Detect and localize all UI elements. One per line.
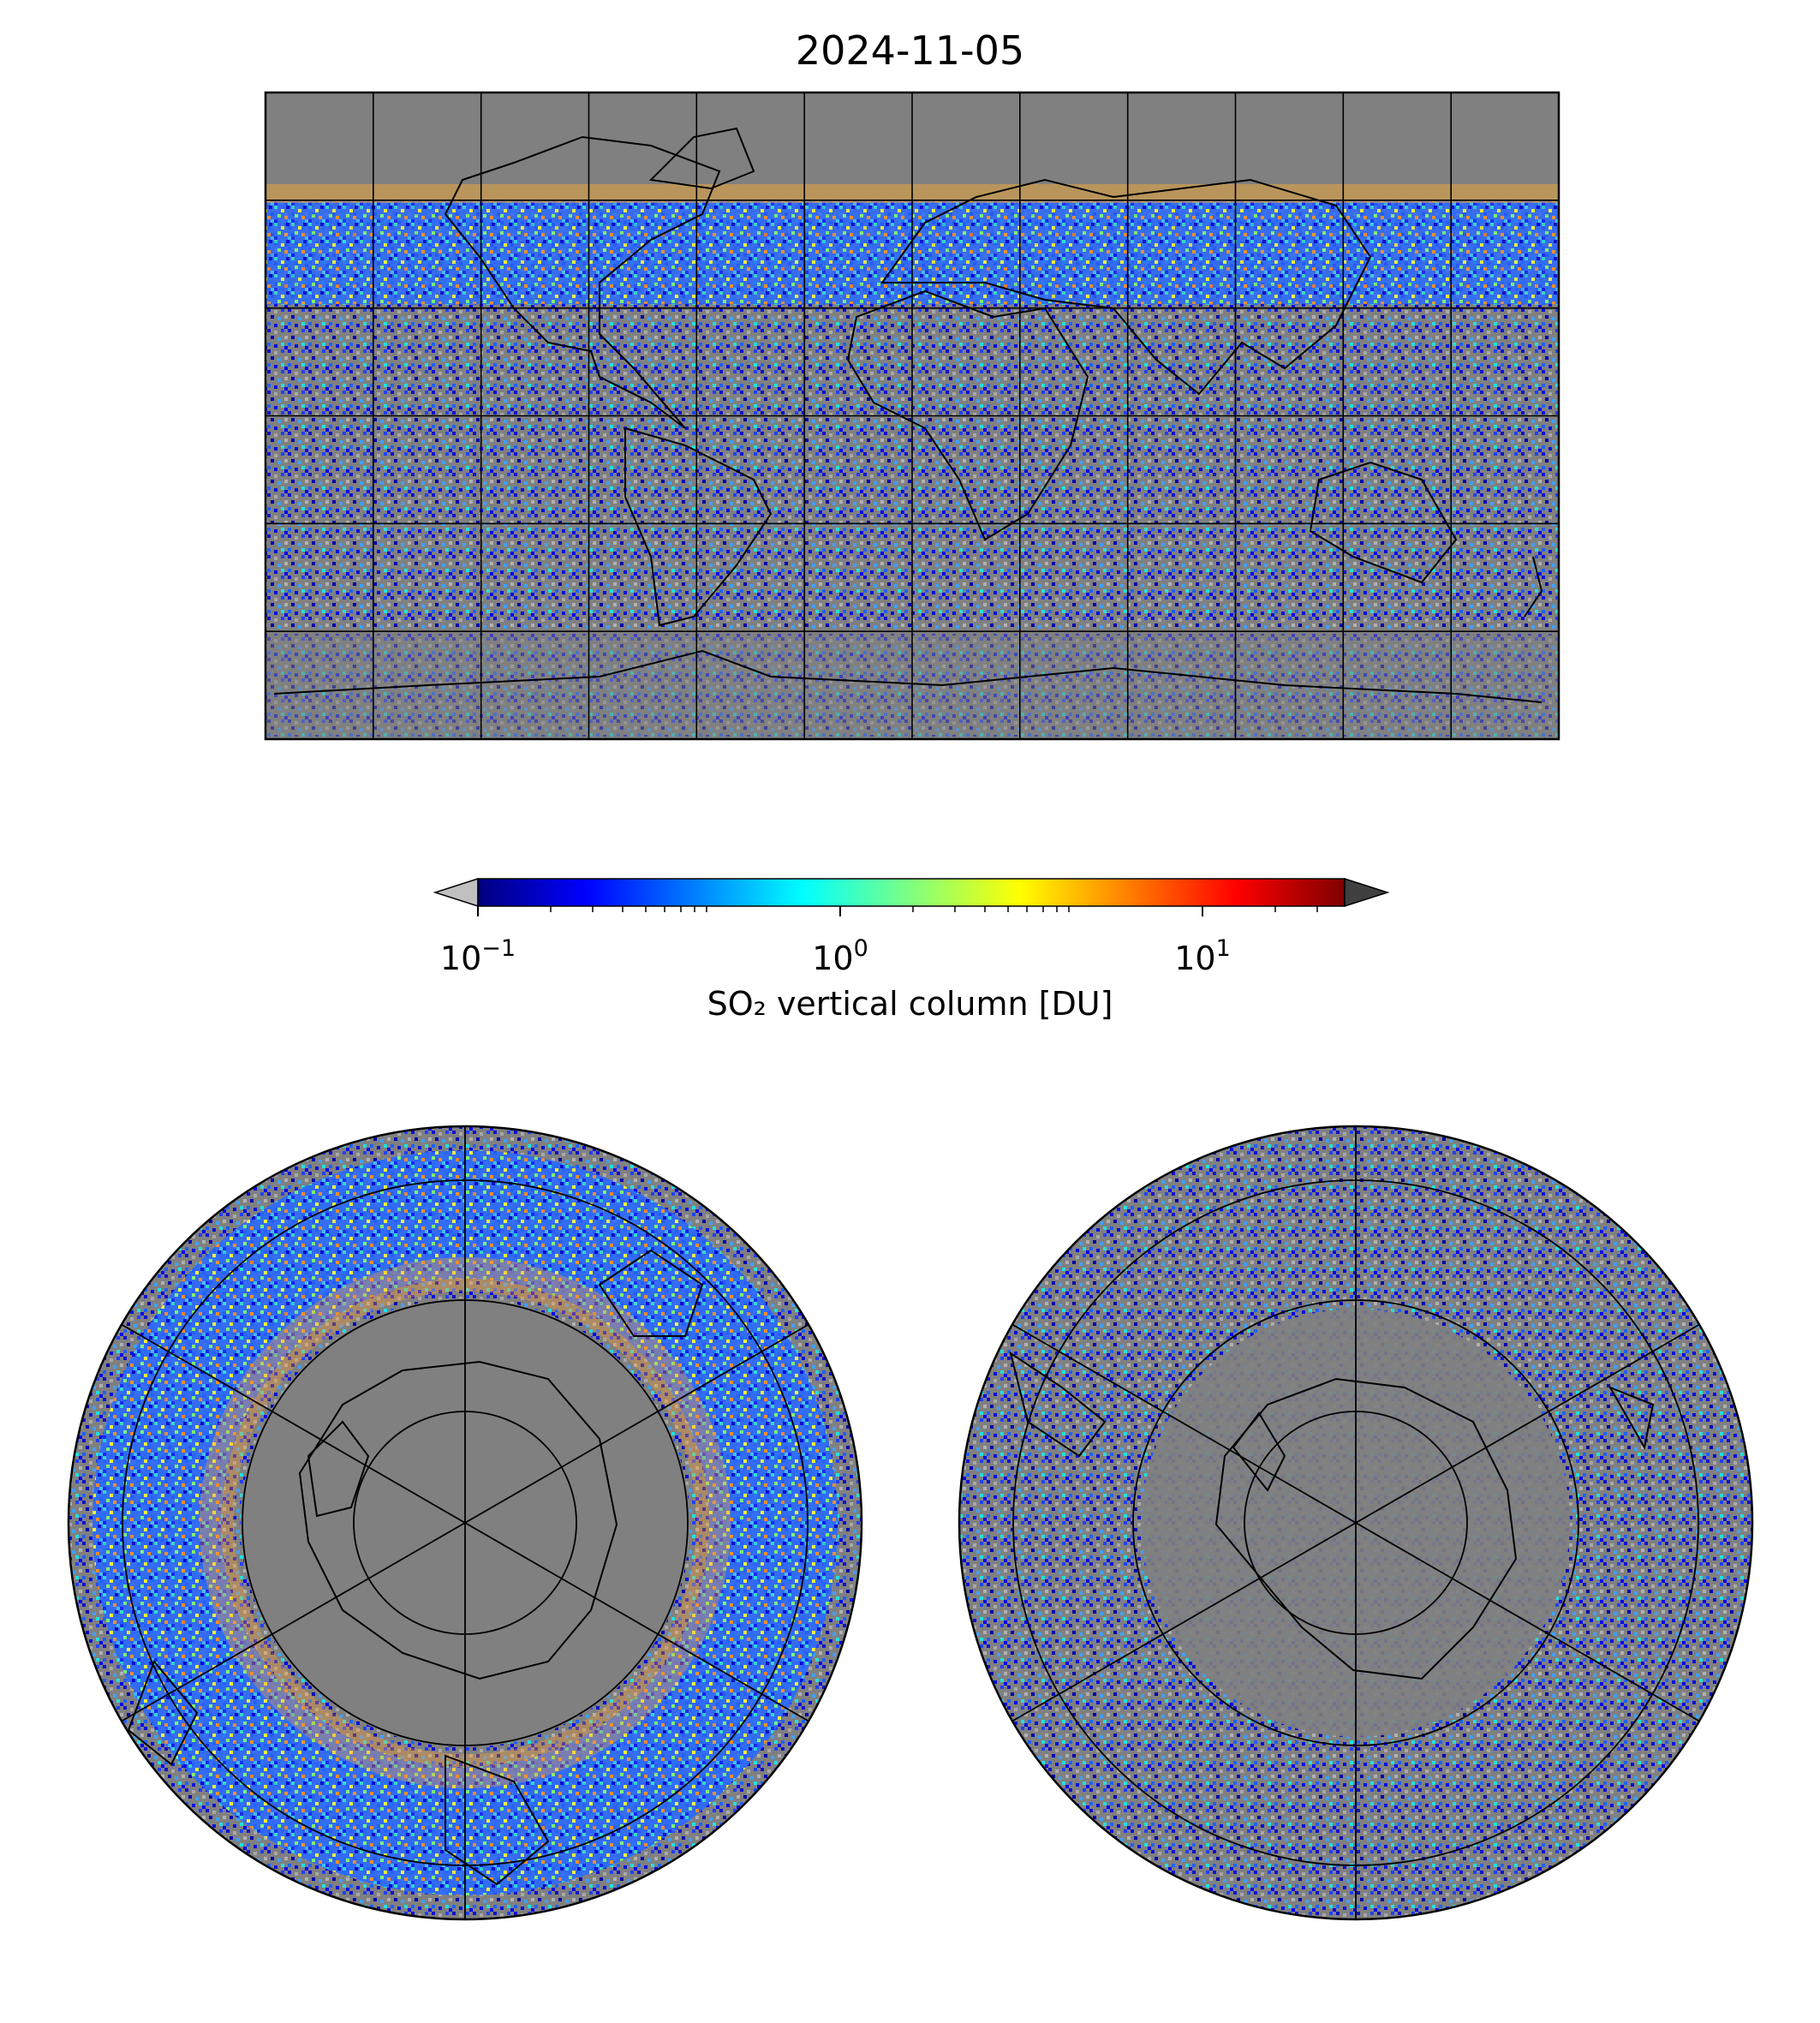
colorbar-tick-label-2: 101	[1174, 935, 1231, 977]
global-map-frame	[264, 91, 1560, 741]
global-map	[266, 92, 1559, 739]
colorbar-over-extension	[1344, 877, 1390, 908]
north-polar-map	[69, 1126, 862, 1919]
global-coastlines	[273, 127, 1543, 703]
colorbar-minor-ticks	[550, 906, 1318, 912]
south-polar-map-frame	[958, 1125, 1754, 1921]
north-polar-coastlines	[127, 1249, 704, 1886]
colorbar-major-ticks	[477, 906, 1203, 916]
north-polar-map-frame	[67, 1125, 863, 1921]
colorbar-frame	[477, 878, 1346, 907]
colorbar-gradient	[478, 879, 1345, 906]
south-polar-coastlines	[1009, 1351, 1655, 1680]
north-polar-gridlines	[121, 1126, 809, 1919]
colorbar-label: SO₂ vertical column [DU]	[707, 985, 1113, 1023]
south-polar-gridlines	[1011, 1126, 1700, 1919]
colorbar: 10−1 100 101	[433, 877, 1390, 977]
global-gridlines	[266, 92, 1559, 739]
colorbar-under-extension	[433, 877, 479, 908]
colorbar-tick-label-1: 100	[812, 935, 868, 977]
colorbar-tick-label-0: 10−1	[440, 935, 516, 977]
south-polar-map	[959, 1126, 1752, 1919]
figure-title: 2024-11-05	[795, 27, 1025, 74]
